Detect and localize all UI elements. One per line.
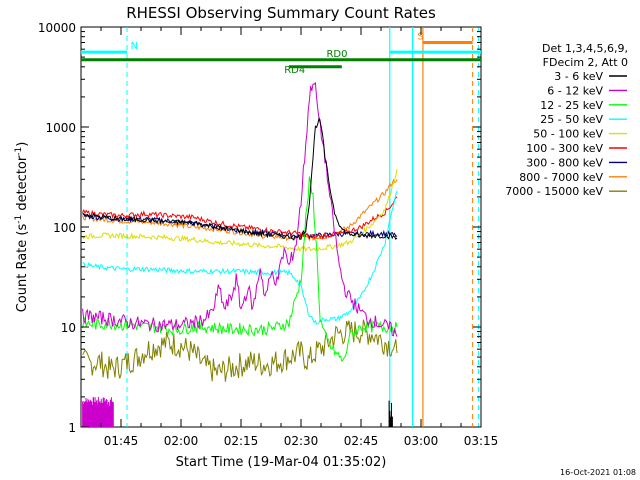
legend-label-2: 12 - 25 keV [540, 99, 603, 112]
footer-date: 16-Oct-2021 01:08 [560, 468, 636, 477]
x-tick-label-0: 01:45 [104, 434, 139, 448]
series-line-2 [82, 176, 398, 363]
y-tick-label-4: 10000 [38, 21, 76, 35]
series-line-3 [82, 190, 398, 325]
y-axis-label-end: ) [15, 142, 30, 147]
y-axis-label: Count Rate (s-1 detector-1) [14, 142, 30, 313]
series-line-8 [82, 319, 398, 382]
chart-title: RHESSI Observing Summary Count Rates [126, 4, 436, 22]
flag-bars-layer: N RD0 RD4 S [80, 31, 481, 76]
y-tick-label-1: 10 [61, 321, 76, 335]
y-axis-label-mid: detector [15, 155, 30, 215]
y-tick-label-0: 1 [68, 421, 76, 435]
legend-label-8: 7000 - 15000 keV [505, 185, 603, 198]
flag-label-2: RD4 [284, 65, 305, 76]
series-line-4 [82, 168, 398, 253]
magenta-baseline-block [82, 397, 114, 427]
legend-label-4: 50 - 100 keV [533, 128, 603, 141]
x-tick-label-5: 03:00 [404, 434, 439, 448]
legend-header-line-1: Det 1,3,4,5,6,9, [542, 42, 628, 55]
legend-label-6: 300 - 800 keV [526, 156, 603, 169]
flag-label-0: N [131, 41, 138, 52]
y-axis-label-main: Count Rate (s [15, 224, 30, 313]
axis-ticks-layer: 01:45 02:00 02:15 02:30 02:45 03:00 03:15 1 10 10… [38, 21, 498, 448]
black-dropout [388, 400, 393, 427]
series-line-0 [82, 116, 398, 241]
x-tick-label-3: 02:30 [284, 434, 319, 448]
legend-label-0: 3 - 6 keV [554, 70, 603, 83]
flag-label-1: RD0 [326, 49, 347, 60]
x-tick-label-4: 02:45 [344, 434, 379, 448]
y-tick-label-2: 100 [53, 221, 76, 235]
y-tick-label-3: 1000 [45, 121, 76, 135]
legend-label-3: 25 - 50 keV [540, 113, 603, 126]
legend-header-line-2: FDecim 2, Att 0 [543, 56, 628, 69]
legend-label-5: 100 - 300 keV [526, 142, 603, 155]
x-axis-label: Start Time (19-Mar-04 01:35:02) [176, 455, 387, 470]
series-line-1 [82, 81, 398, 337]
y-axis-label-exp2: -1 [14, 147, 24, 156]
flag-label-3: S [417, 31, 423, 42]
x-tick-label-1: 02:00 [164, 434, 199, 448]
legend-label-1: 6 - 12 keV [547, 84, 603, 97]
series-layer [82, 27, 480, 427]
series-line-7 [82, 178, 398, 242]
x-tick-label-2: 02:15 [224, 434, 259, 448]
x-tick-label-6: 03:15 [464, 434, 499, 448]
y-axis-label-exp1: -1 [14, 215, 24, 224]
legend-label-7: 800 - 7000 keV [519, 171, 603, 184]
legend: Det 1,3,4,5,6,9, FDecim 2, Att 0 3 - 6 k… [505, 42, 628, 198]
